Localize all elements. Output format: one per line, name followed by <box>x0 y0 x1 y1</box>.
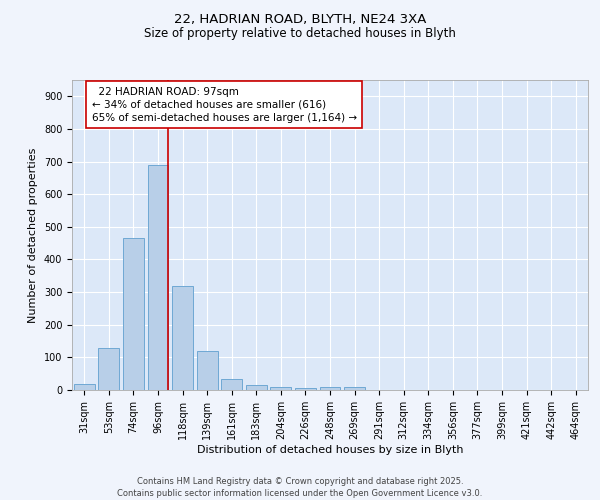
Bar <box>148 165 169 390</box>
Text: 22 HADRIAN ROAD: 97sqm
← 34% of detached houses are smaller (616)
65% of semi-de: 22 HADRIAN ROAD: 97sqm ← 34% of detached… <box>92 86 357 123</box>
Bar <box>123 238 144 390</box>
Bar <box>197 351 218 390</box>
Y-axis label: Number of detached properties: Number of detached properties <box>28 148 38 322</box>
Bar <box>74 384 95 390</box>
Bar <box>172 286 193 390</box>
Bar <box>320 386 340 390</box>
X-axis label: Distribution of detached houses by size in Blyth: Distribution of detached houses by size … <box>197 444 463 454</box>
Bar <box>271 386 292 390</box>
Bar <box>246 385 267 390</box>
Bar <box>295 388 316 390</box>
Bar <box>221 378 242 390</box>
Text: 22, HADRIAN ROAD, BLYTH, NE24 3XA: 22, HADRIAN ROAD, BLYTH, NE24 3XA <box>174 12 426 26</box>
Bar <box>344 388 365 390</box>
Text: Contains HM Land Registry data © Crown copyright and database right 2025.
Contai: Contains HM Land Registry data © Crown c… <box>118 476 482 498</box>
Text: Size of property relative to detached houses in Blyth: Size of property relative to detached ho… <box>144 28 456 40</box>
Bar <box>98 348 119 390</box>
